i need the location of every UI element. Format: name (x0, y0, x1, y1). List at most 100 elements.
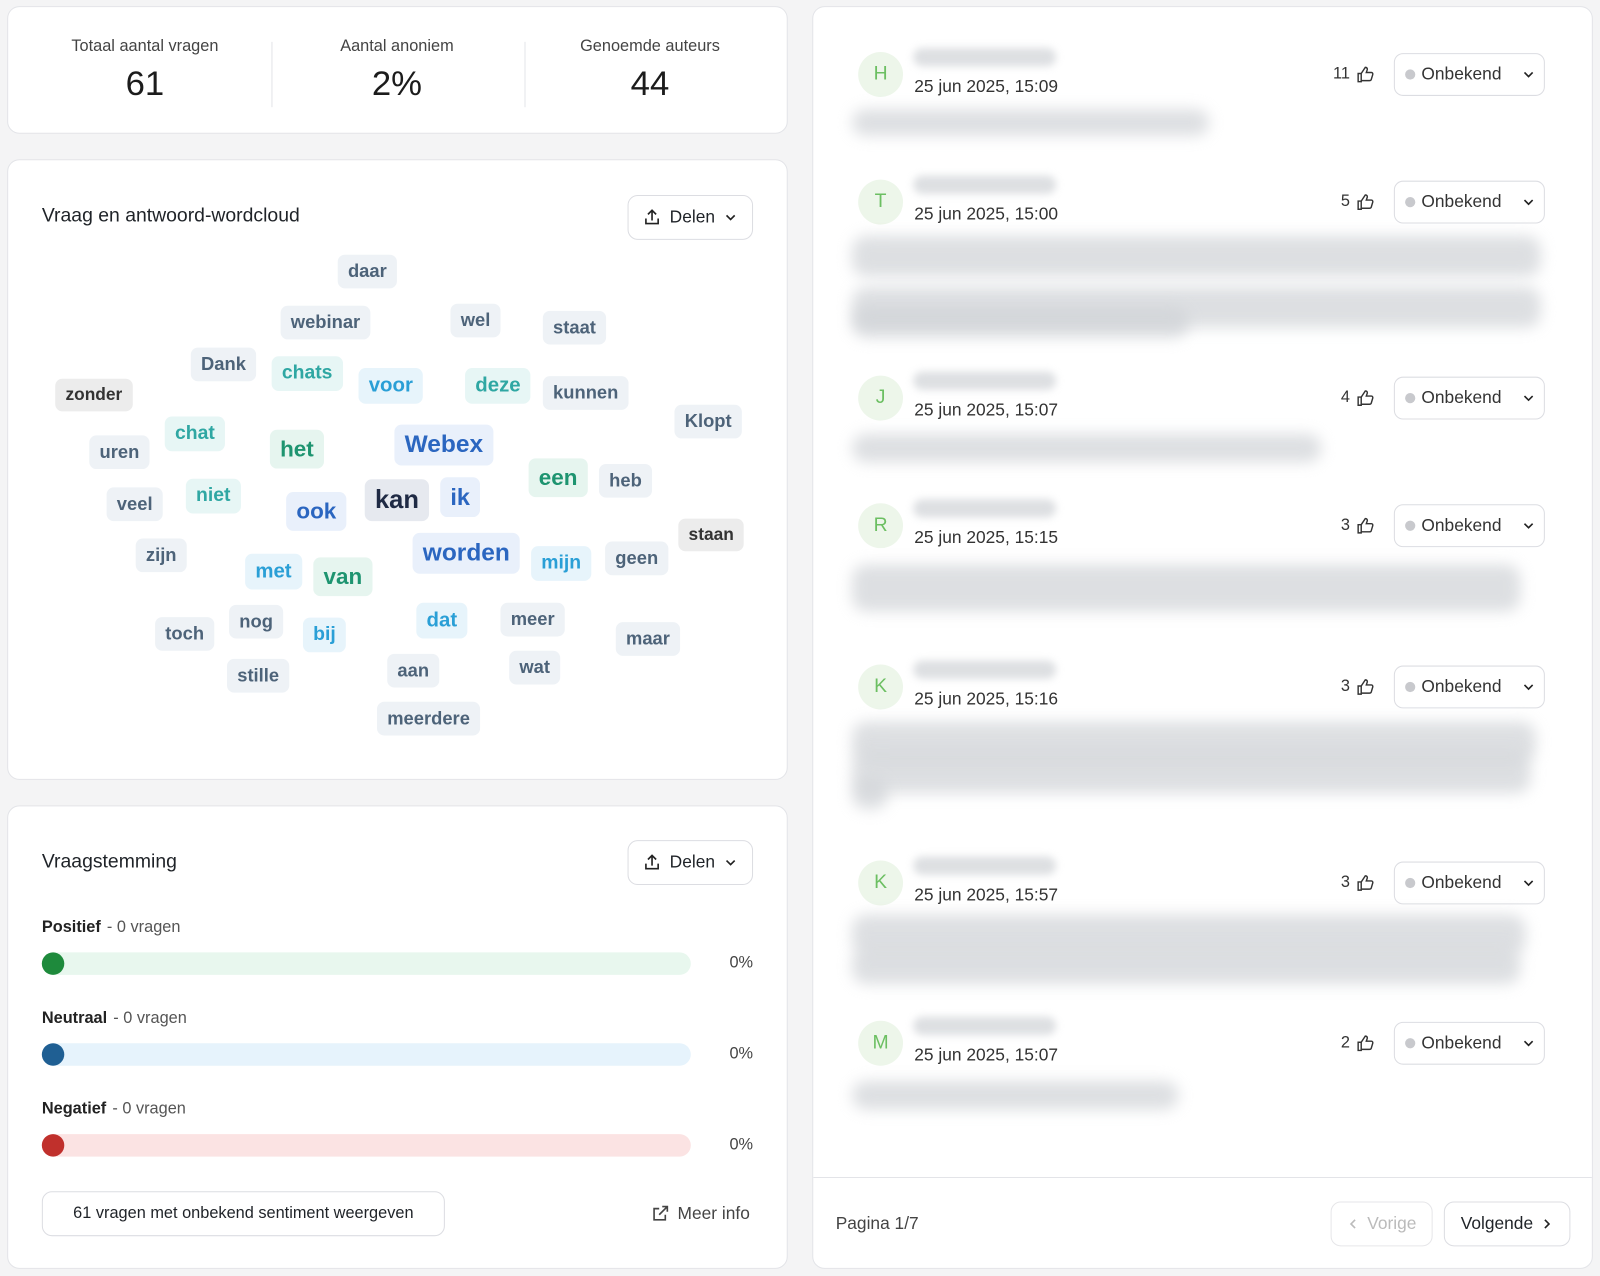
more-info-link[interactable]: Meer info (651, 1204, 750, 1224)
sentiment-label: Neutraal - 0 vragen (42, 1010, 187, 1028)
word: voor (358, 367, 424, 404)
status-dot (1405, 393, 1416, 404)
stats-card: Totaal aantal vragen 61 Aantal anoniem 2% … (7, 6, 788, 134)
sentiment-count: - 0 vragen (113, 1009, 187, 1027)
word: zonder (55, 378, 133, 412)
sentiment-percent: 0% (729, 1136, 754, 1154)
question-date: 25 jun 2025, 15:16 (914, 689, 1059, 709)
unknown-sentiment-button[interactable]: 61 vragen met onbekend sentiment weergev… (41, 1191, 445, 1237)
word: staan (678, 518, 745, 552)
partial-row-fade (813, 1140, 1592, 1177)
chevron (725, 859, 735, 866)
status-dropdown[interactable]: Onbekend (1393, 861, 1545, 905)
avatar: K (858, 664, 904, 710)
word: chat (164, 416, 226, 452)
thumb (1357, 194, 1374, 210)
sentiment-name: Positief (41, 918, 101, 937)
status-label: Onbekend (1421, 191, 1502, 212)
next-button[interactable]: Volgende (1443, 1201, 1571, 1247)
status-dot (1405, 197, 1416, 208)
share-button[interactable]: Delen (627, 840, 754, 886)
sentiment-dot (41, 1043, 65, 1066)
thumb-icon (1355, 677, 1375, 697)
author-redacted (913, 175, 1057, 194)
card-title: Vraag en antwoord-wordcloud (41, 205, 300, 227)
word: webinar (280, 305, 371, 340)
chevron-icon (1524, 684, 1534, 691)
word: staat (542, 310, 607, 345)
status-label: Onbekend (1421, 872, 1502, 893)
sentiment-percent: 0% (729, 1045, 754, 1063)
thumb-icon (1355, 516, 1375, 536)
word: chats (271, 356, 343, 391)
vote-count: 3 (1340, 516, 1350, 534)
word: Webex (394, 424, 494, 466)
word: een (528, 458, 588, 498)
chevron-icon (1524, 71, 1534, 78)
word: van (313, 557, 373, 597)
chevron (1522, 1036, 1536, 1050)
stat-value: 44 (630, 64, 670, 104)
word: het (269, 429, 324, 469)
word: wel (450, 303, 501, 338)
question-text-redacted (852, 752, 1531, 794)
status-dropdown[interactable]: Onbekend (1393, 504, 1545, 548)
status-dropdown[interactable]: Onbekend (1393, 53, 1545, 96)
status-dot (1405, 681, 1416, 693)
chevron (1349, 1219, 1356, 1229)
thumb-icon (1355, 64, 1375, 84)
chevron-icon (1524, 1040, 1534, 1047)
status-dropdown[interactable]: Onbekend (1393, 1021, 1545, 1065)
author-redacted (913, 499, 1057, 518)
word: worden (412, 532, 521, 574)
word: Dank (190, 347, 257, 382)
question-text-redacted (852, 109, 1210, 136)
thumb-icon (1355, 873, 1375, 893)
vote-count: 3 (1340, 873, 1350, 892)
question-date: 25 jun 2025, 15:09 (914, 76, 1059, 96)
status-dropdown[interactable]: Onbekend (1393, 665, 1545, 709)
thumb-icon (1355, 1033, 1375, 1053)
word: geen (605, 541, 669, 576)
separator (524, 41, 526, 108)
status-dot (1405, 69, 1416, 80)
status-dropdown[interactable]: Onbekend (1393, 180, 1545, 224)
avatar: R (858, 503, 904, 549)
status-dropdown[interactable]: Onbekend (1393, 376, 1545, 420)
word: Klopt (674, 404, 742, 439)
word: bij (302, 617, 347, 653)
thumb-icon (1355, 388, 1375, 408)
vote-count: 3 (1340, 677, 1350, 696)
vote-count: 2 (1340, 1034, 1350, 1052)
stat: Genoemde auteurs 44 (522, 7, 777, 104)
sentiment-count: - 0 vragen (112, 1100, 186, 1118)
question-date: 25 jun 2025, 15:07 (914, 400, 1059, 420)
sentiment-dot (41, 952, 65, 975)
word: mijn (531, 546, 592, 581)
thumb (1357, 517, 1374, 534)
button-label: Vorige (1367, 1213, 1417, 1234)
chevron (1522, 680, 1536, 694)
author-redacted (913, 47, 1057, 67)
sentiment-track (41, 952, 691, 975)
word: kan (364, 479, 430, 522)
prev-button[interactable]: Vorige (1330, 1201, 1433, 1247)
stat: Aantal anoniem 2% (269, 7, 524, 104)
question-text-redacted (852, 948, 1521, 985)
sentiment-name: Negatief (41, 1100, 107, 1118)
external-icon (653, 1205, 669, 1221)
word: veel (106, 487, 163, 522)
word: daar (337, 254, 397, 289)
chevron (1522, 391, 1536, 405)
sentiment-track (41, 1134, 691, 1157)
word: maar (615, 622, 681, 656)
link-label: Meer info (677, 1203, 750, 1223)
sentiment-name: Neutraal (41, 1009, 108, 1027)
share-button[interactable]: Delen (627, 194, 754, 240)
author-redacted (913, 1016, 1057, 1036)
thumb (1357, 66, 1374, 83)
word: kunnen (542, 376, 629, 410)
status-dot (1405, 520, 1416, 531)
